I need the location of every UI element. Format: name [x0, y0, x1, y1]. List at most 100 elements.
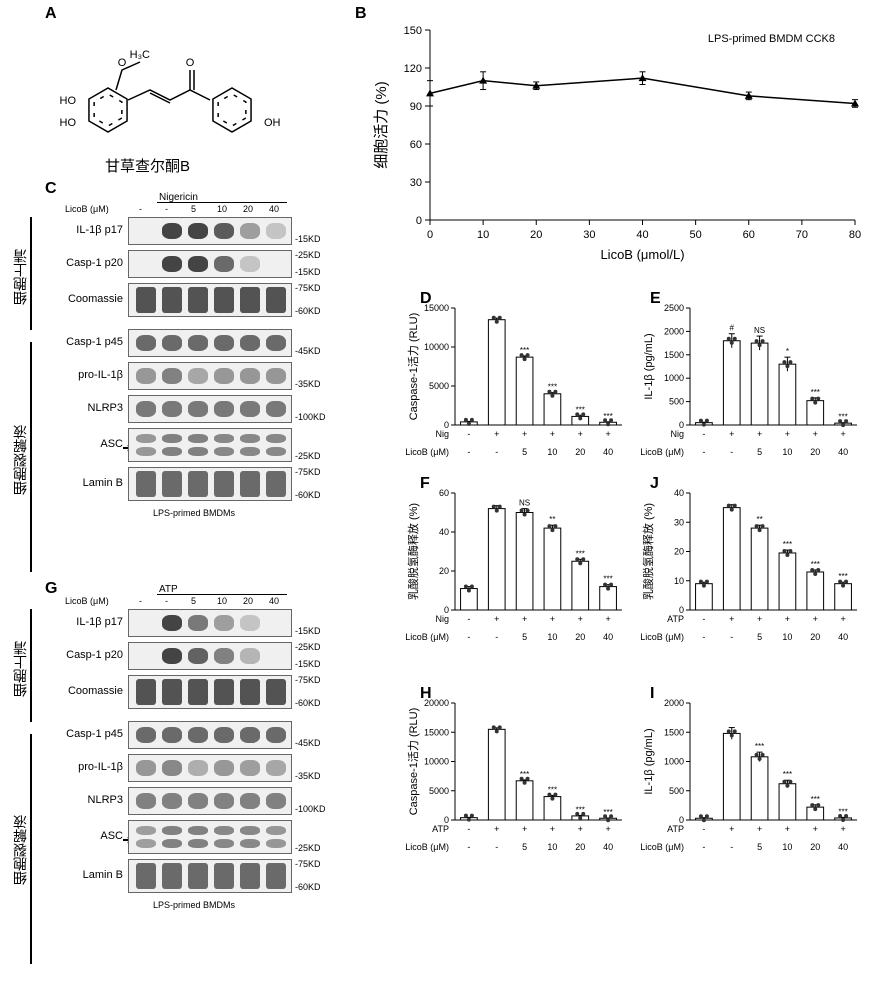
svg-text:10000: 10000 [424, 757, 449, 767]
wb-mw-label: -75KD [295, 675, 321, 685]
svg-text:50: 50 [690, 229, 702, 241]
svg-text:40: 40 [838, 842, 848, 852]
svg-text:+: + [522, 614, 527, 624]
svg-text:+: + [785, 824, 790, 834]
svg-text:60: 60 [410, 139, 422, 151]
svg-text:2000: 2000 [664, 326, 684, 336]
svg-text:10: 10 [547, 842, 557, 852]
line-chart-svg: 030609012015001020304050607080LicoB (μmo… [370, 10, 870, 265]
wb-conc-label: LicoB (μM) [65, 204, 109, 214]
svg-text:LicoB (μmol/L): LicoB (μmol/L) [600, 247, 684, 262]
svg-text:+: + [494, 429, 499, 439]
svg-text:70: 70 [796, 229, 808, 241]
wb-lane-row [128, 859, 292, 893]
wb-conc-value: - [165, 204, 168, 214]
svg-text:80: 80 [849, 229, 861, 241]
svg-text:5: 5 [757, 447, 762, 457]
svg-text:40: 40 [674, 488, 684, 498]
wb-row-label: Lamin B [45, 869, 123, 881]
svg-text:60: 60 [743, 229, 755, 241]
svg-text:***: *** [576, 805, 585, 814]
wb-mw-label: -35KD [295, 379, 321, 389]
svg-text:+: + [840, 614, 845, 624]
wb-lane-row [128, 642, 292, 670]
svg-text:细胞活力 (%): 细胞活力 (%) [373, 81, 390, 169]
panel-I-chart: 0500100015002000************IL-1β (pg/mL… [640, 685, 865, 865]
svg-text:-: - [467, 429, 470, 439]
svg-text:+: + [813, 824, 818, 834]
panel-A-compound-name: 甘草查尔酮B [105, 155, 190, 176]
wb-lane-row [128, 787, 292, 815]
bracket-sup-C [30, 217, 32, 330]
bracket-sup-G [30, 609, 32, 722]
svg-text:LicoB (μM): LicoB (μM) [640, 632, 684, 642]
wb-lane-row [128, 721, 292, 749]
wb-row-label: NLRP3 [45, 794, 123, 806]
svg-text:20: 20 [810, 632, 820, 642]
svg-text:1000: 1000 [664, 757, 684, 767]
svg-text:-: - [702, 447, 705, 457]
wb-mw-label: -100KD [295, 804, 326, 814]
panel-A-structure: H₃COOHOHOOH [50, 18, 280, 168]
svg-text:10: 10 [547, 447, 557, 457]
svg-text:20: 20 [439, 566, 449, 576]
svg-text:120: 120 [404, 63, 422, 75]
panel-B-chart: 030609012015001020304050607080LicoB (μmo… [370, 10, 870, 265]
wb-conc-value: 10 [217, 204, 227, 214]
svg-text:ATP: ATP [667, 614, 684, 624]
svg-text:+: + [757, 824, 762, 834]
wb-conc-label: LicoB (μM) [65, 596, 109, 606]
wb-row-label: pro-IL-1β [45, 761, 123, 773]
wb-lane-row [128, 395, 292, 423]
bracket-lys-C [30, 342, 32, 572]
svg-text:***: *** [520, 770, 529, 779]
svg-text:+: + [813, 429, 818, 439]
svg-text:H₃C: H₃C [130, 49, 150, 61]
wb-row-label: Casp-1 p20 [45, 649, 123, 661]
svg-text:5: 5 [757, 632, 762, 642]
wb-row-label: Casp-1 p45 [45, 336, 123, 348]
wb-mw-label: -25KD [295, 843, 321, 853]
svg-text:+: + [522, 429, 527, 439]
svg-text:+: + [578, 614, 583, 624]
wb-caption: LPS-primed BMDMs [153, 900, 235, 910]
svg-text:40: 40 [603, 842, 613, 852]
svg-text:-: - [702, 614, 705, 624]
svg-text:20: 20 [530, 229, 542, 241]
svg-text:-: - [730, 632, 733, 642]
svg-text:150: 150 [404, 25, 422, 37]
svg-text:+: + [550, 614, 555, 624]
svg-text:5: 5 [522, 842, 527, 852]
wb-mw-label: -15KD [295, 626, 321, 636]
svg-text:***: *** [783, 770, 792, 779]
svg-text:NS: NS [754, 326, 765, 335]
svg-text:O: O [118, 57, 127, 69]
wb-mw-label: -60KD [295, 882, 321, 892]
svg-text:20: 20 [575, 632, 585, 642]
svg-text:NS: NS [519, 499, 530, 508]
svg-text:+: + [840, 824, 845, 834]
svg-text:+: + [550, 824, 555, 834]
svg-text:-: - [702, 429, 705, 439]
svg-text:40: 40 [636, 229, 648, 241]
svg-text:乳酸脱氢酶释放 (%): 乳酸脱氢酶释放 (%) [406, 503, 420, 600]
svg-text:-: - [702, 824, 705, 834]
svg-text:+: + [785, 614, 790, 624]
svg-text:LicoB (μM): LicoB (μM) [640, 447, 684, 457]
label-lysate-G: 细胞裂解液 [10, 750, 30, 950]
svg-text:2000: 2000 [664, 698, 684, 708]
svg-text:***: *** [811, 388, 820, 397]
bar-chart-svg: 05000100001500020000************Caspase-… [405, 685, 630, 865]
svg-text:5000: 5000 [429, 381, 449, 391]
label-supernatant-G: 细胞上清 [10, 614, 30, 724]
svg-text:+: + [494, 614, 499, 624]
svg-text:-: - [730, 447, 733, 457]
svg-text:***: *** [576, 549, 585, 558]
svg-text:10: 10 [782, 632, 792, 642]
wb-conc-value: 40 [269, 204, 279, 214]
svg-text:5: 5 [522, 447, 527, 457]
svg-text:-: - [702, 632, 705, 642]
figure-root: A B C D E F J G H I H₃COOHOHOOH 甘草查尔酮B 0… [0, 0, 881, 1000]
wb-lane-row [128, 250, 292, 278]
wb-row-label: Lamin B [45, 477, 123, 489]
